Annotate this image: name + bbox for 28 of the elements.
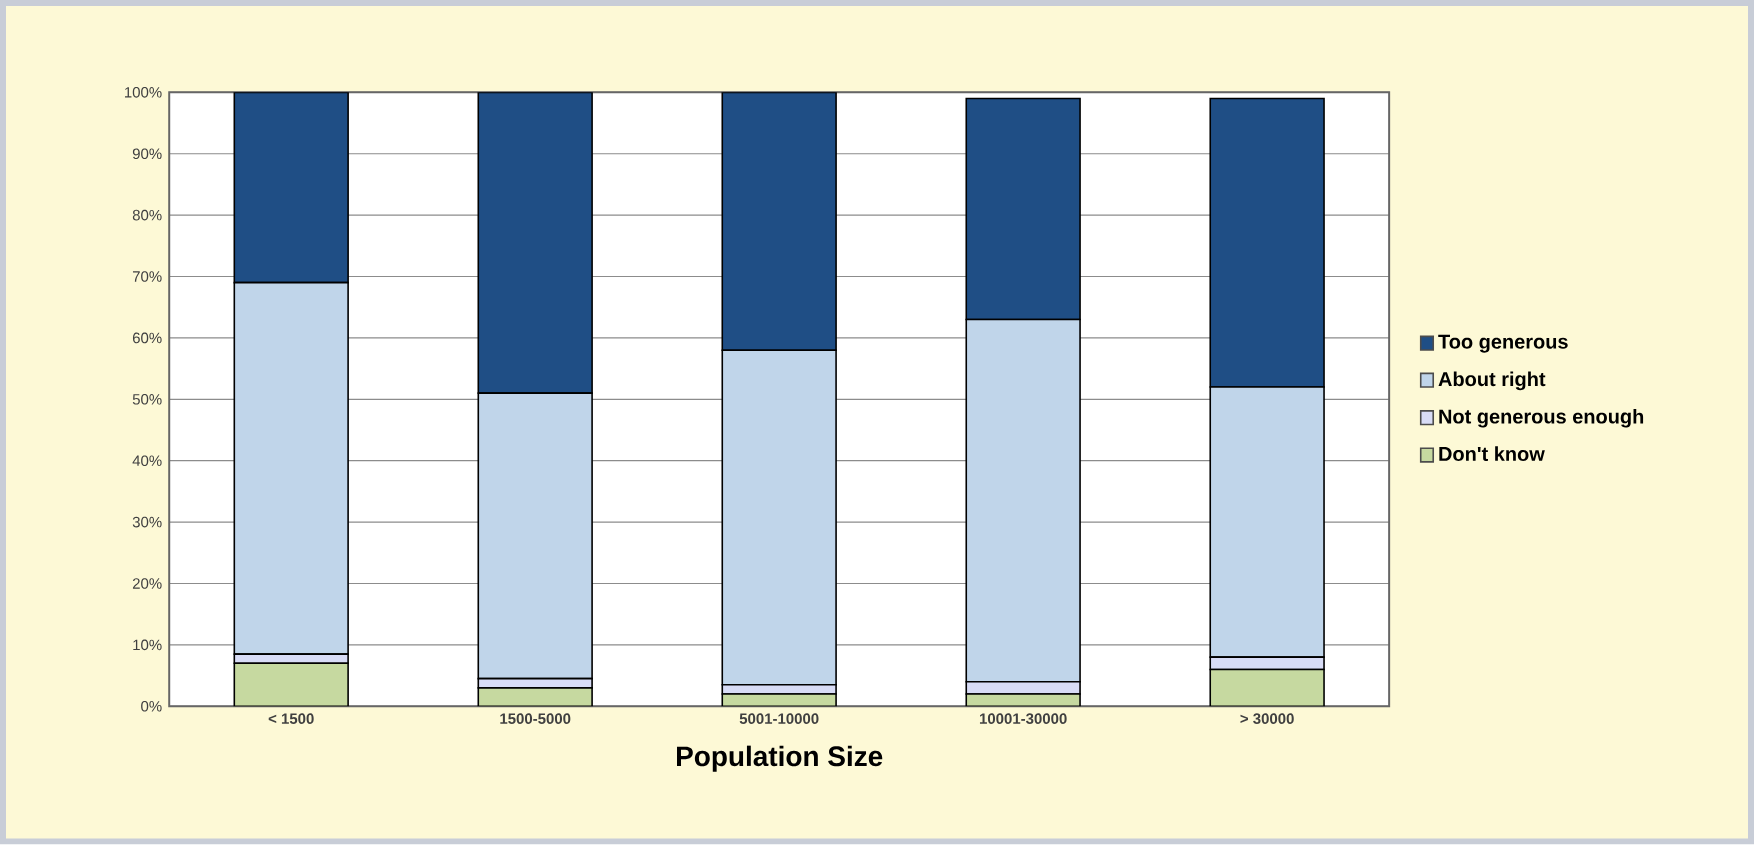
legend-label: Don't know (1439, 446, 1545, 462)
bar (1209, 97, 1325, 389)
bar (965, 97, 1081, 321)
x-tick-label: < 1500 (268, 713, 314, 725)
bar (233, 662, 349, 707)
x-axis-title: Population Size (677, 745, 883, 772)
x-tick-label: 1500-5000 (500, 713, 571, 725)
y-tick-label: 70% (132, 271, 162, 283)
legend-label: Too generous (1438, 335, 1568, 353)
y-tick-label: 80% (132, 210, 162, 221)
y-tick-label: 90% (132, 148, 162, 160)
legend-label: Not generous enough (1439, 409, 1644, 428)
legend-label: About right (1438, 371, 1546, 391)
y-tick-label: 40% (132, 455, 162, 467)
y-tick-label: 0% (141, 701, 162, 712)
y-tick-label: 60% (132, 332, 162, 344)
y-tick-label: 20% (132, 578, 162, 590)
y-tick-label: 100% (124, 87, 162, 98)
y-tick-label: 50% (132, 394, 162, 405)
y-tick-label: 30% (132, 517, 162, 528)
y-tick-label: 10% (133, 639, 162, 651)
x-tick-label: > 30000 (1240, 713, 1294, 725)
x-tick-label: 10001-30000 (979, 713, 1067, 725)
bar (1209, 668, 1325, 707)
x-tick-label: 5001-10000 (739, 713, 819, 725)
bar (233, 92, 349, 284)
bar (477, 92, 593, 395)
bar (721, 92, 837, 352)
